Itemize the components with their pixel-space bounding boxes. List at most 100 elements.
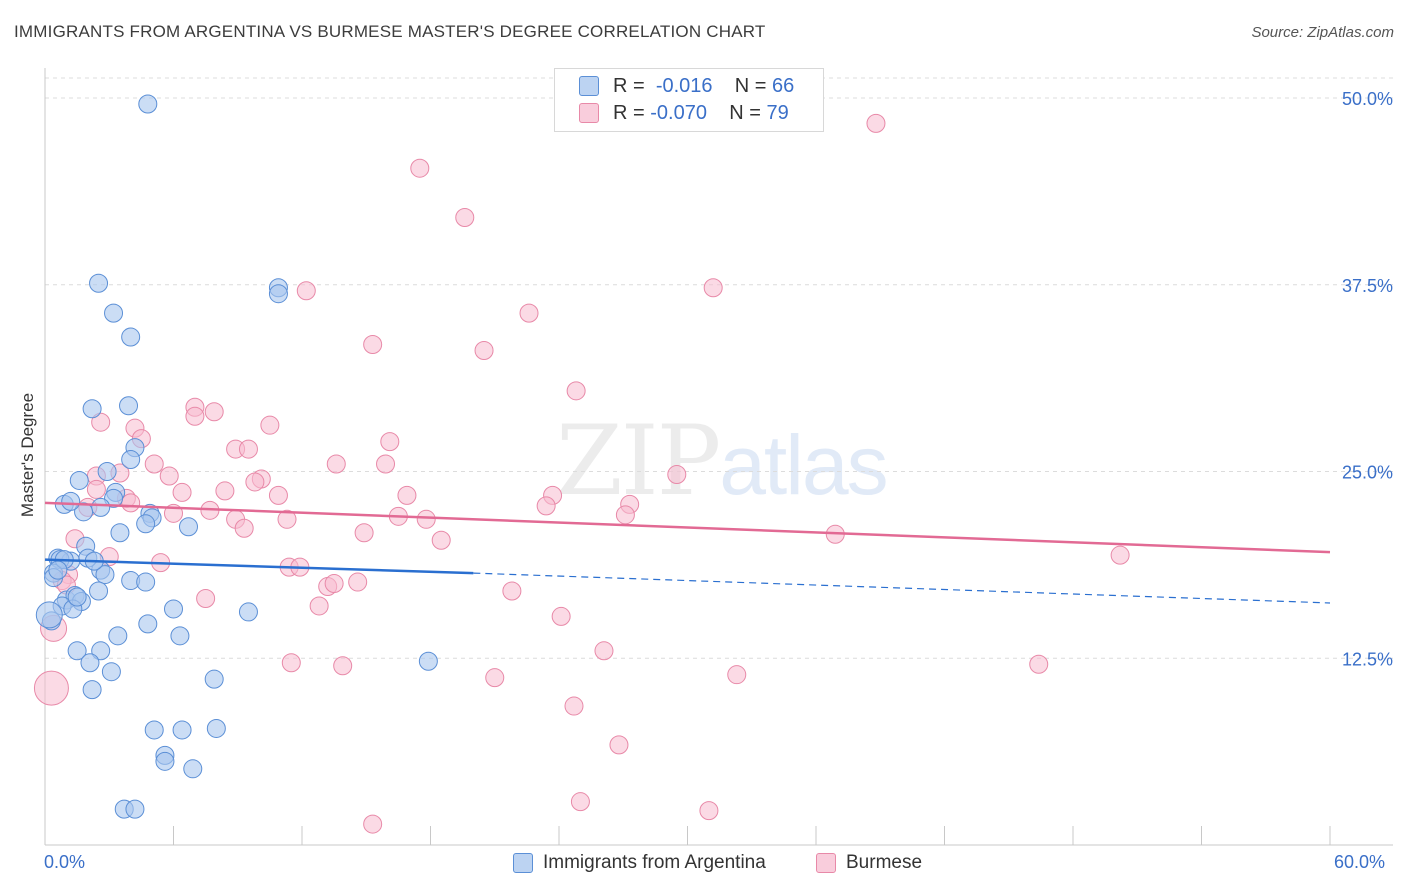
- x-tick-label-max: 60.0%: [1334, 852, 1386, 872]
- burmese-point: [268, 485, 288, 505]
- burmese-point: [594, 641, 614, 661]
- r-label: R =: [613, 101, 645, 124]
- burmese-point: [281, 653, 301, 673]
- argentina-point: [418, 651, 438, 671]
- argentina-trend-line: [44, 558, 474, 575]
- argentina-point: [89, 581, 109, 601]
- burmese-point: [727, 665, 747, 685]
- burmese-point: [86, 479, 106, 499]
- r-label: R =: [613, 74, 645, 97]
- stats-row-burmese: R = -0.070 N = 79: [579, 100, 789, 126]
- n-label: N =: [729, 101, 761, 124]
- argentina-point: [91, 497, 111, 517]
- burmese-point: [172, 482, 192, 502]
- burmese-point: [159, 466, 179, 486]
- burmese-point: [703, 278, 723, 298]
- burmese-point: [474, 340, 494, 360]
- argentina-point: [67, 587, 87, 607]
- legend-item-argentina: Immigrants from Argentina: [513, 852, 766, 874]
- burmese-point: [348, 572, 368, 592]
- argentina-point: [136, 514, 156, 534]
- burmese-point: [485, 668, 505, 688]
- argentina-point: [138, 614, 158, 634]
- argentina-point: [104, 303, 124, 323]
- chart-title: IMMIGRANTS FROM ARGENTINA VS BURMESE MAS…: [14, 22, 766, 41]
- trend-layer: [44, 501, 1331, 604]
- burmese-point: [238, 439, 258, 459]
- grid-layer: [45, 77, 1393, 659]
- burmese-point: [431, 530, 451, 550]
- argentina-point: [108, 626, 128, 646]
- r-value: -0.070: [650, 101, 707, 124]
- argentina-point: [97, 462, 117, 481]
- argentina-point: [125, 799, 145, 819]
- argentina-point: [136, 572, 156, 592]
- argentina-point: [183, 759, 203, 779]
- burmese-point: [121, 493, 141, 513]
- burmese-point: [397, 485, 417, 505]
- burmese-point: [333, 656, 353, 676]
- watermark-atlas: atlas: [719, 418, 888, 512]
- legend-item-burmese: Burmese: [816, 852, 922, 874]
- burmese-point: [234, 518, 254, 538]
- burmese-point: [204, 402, 224, 422]
- burmese-point: [215, 481, 235, 501]
- burmese-point: [354, 523, 374, 543]
- burmese-point: [536, 496, 556, 516]
- burmese-point: [455, 208, 475, 228]
- argentina-point: [74, 502, 94, 522]
- burmese-point: [380, 432, 400, 452]
- argentina-point: [48, 560, 68, 580]
- y-tick-label: 12.5%: [1342, 649, 1393, 669]
- argentina-point: [95, 565, 115, 585]
- argentina-point: [170, 626, 190, 646]
- r-value: -0.016: [655, 74, 713, 97]
- burmese-swatch: [579, 103, 599, 123]
- argentina-point: [82, 680, 102, 700]
- argentina-trend-extension: [473, 572, 1331, 604]
- argentina-point: [82, 399, 102, 419]
- burmese-point: [91, 412, 111, 432]
- burmese-point: [144, 454, 164, 474]
- axis-layer: [44, 68, 1393, 846]
- argentina-point: [101, 662, 121, 682]
- burmese-point: [376, 454, 396, 474]
- argentina-point: [138, 94, 158, 114]
- argentina-point: [204, 669, 224, 689]
- x-tick-label-min: 0.0%: [44, 852, 86, 872]
- tick-label-layer: 12.5% 25.0% 37.5% 50.0%: [1342, 89, 1393, 669]
- burmese-point: [245, 472, 265, 492]
- burmese-point: [1110, 545, 1130, 565]
- burmese-point: [296, 281, 316, 301]
- argentina-point: [91, 641, 111, 661]
- argentina-point: [110, 523, 130, 543]
- argentina-point: [121, 450, 141, 470]
- burmese-point: [551, 606, 571, 626]
- burmese-point: [519, 303, 539, 323]
- burmese-point: [33, 670, 69, 706]
- source-note: Source: ZipAtlas.com: [1251, 24, 1394, 41]
- burmese-legend-swatch: [816, 853, 836, 873]
- points-layer: [33, 94, 1130, 834]
- argentina-point: [61, 491, 81, 511]
- n-value: 79: [766, 101, 789, 124]
- y-tick-label: 37.5%: [1342, 276, 1393, 296]
- burmese-point: [260, 415, 280, 435]
- argentina-swatch: [579, 76, 599, 96]
- burmese-point: [309, 596, 329, 616]
- burmese-point: [185, 406, 205, 426]
- argentina-point: [119, 396, 139, 416]
- argentina-point: [172, 720, 192, 740]
- argentina-point: [35, 601, 63, 629]
- argentina-point: [268, 284, 288, 304]
- argentina-point: [67, 641, 87, 661]
- burmese-point: [564, 696, 584, 716]
- burmese-point: [615, 505, 635, 525]
- legend-label-argentina: Immigrants from Argentina: [543, 852, 766, 873]
- argentina-point: [144, 720, 164, 740]
- argentina-point: [164, 599, 183, 619]
- burmese-point: [326, 454, 346, 474]
- burmese-point: [277, 509, 297, 529]
- n-value: 66: [772, 74, 795, 97]
- argentina-point: [89, 273, 109, 293]
